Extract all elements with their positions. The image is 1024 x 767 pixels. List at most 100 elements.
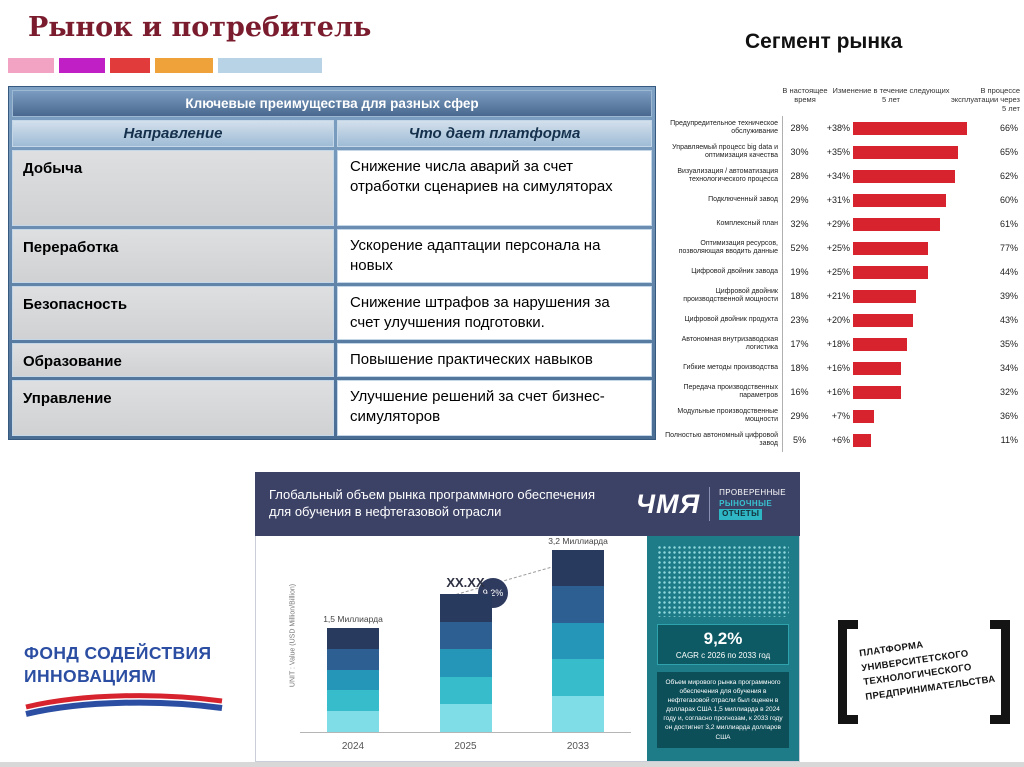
segment-future-value: 44% (999, 267, 1018, 277)
benefit-cell: Снижение штрафов за нарушения за счет ул… (337, 286, 652, 340)
y-axis-label: UNIT : Value (USD Million/Billion) (289, 583, 297, 688)
segment-bar (853, 361, 901, 375)
bar-segment (439, 621, 492, 650)
segment-change-value: +16% (826, 387, 850, 397)
stacked-bar (439, 594, 492, 732)
segment-future-value: 65% (999, 147, 1018, 157)
stacked-bar (552, 550, 604, 733)
bar-annotation: 3,2 Миллиарда (548, 536, 608, 546)
segment-bar-zone: +25% (816, 265, 966, 279)
logo-caption-line: рыночные (719, 498, 773, 508)
vmr-logo: ЧМЯ проверенные рыночные отчеты (636, 487, 786, 521)
logo-divider (709, 487, 711, 521)
color-strip (59, 58, 105, 73)
segment-now-value: 5% (782, 428, 816, 452)
bar-annotation: 1,5 Миллиарда (323, 614, 383, 624)
benefits-row: Переработка Ускорение адаптации персонала… (12, 229, 652, 283)
color-strip (218, 58, 322, 73)
segment-bar (853, 409, 874, 423)
segment-bar (853, 121, 967, 135)
segment-bar-zone: +20% (816, 313, 966, 327)
segment-future-value: 39% (999, 291, 1018, 301)
bar-segment (552, 659, 604, 696)
segment-label: Визуализация / автоматизация технологиче… (677, 167, 778, 183)
benefit-cell: Улучшение решений за счет бизнес-симулят… (337, 380, 652, 436)
segment-bar-zone: +31% (816, 193, 966, 207)
year-label: 2025 (454, 741, 477, 752)
segment-label: Оптимизация ресурсов, позволяющая вводит… (678, 239, 778, 255)
fond-logo: ФОНД СОДЕЙСТВИЯ ИННОВАЦИЯМ (24, 642, 244, 723)
bar-segment (327, 711, 379, 732)
segment-bar-zone: +21% (816, 289, 966, 303)
segment-change-value: +20% (826, 315, 850, 325)
segment-row: Комплексный план 32% +29% 61% (658, 212, 1020, 236)
direction-cell: Образование (12, 343, 334, 377)
segment-now-value: 32% (782, 212, 816, 236)
bar-segment (439, 704, 492, 732)
segment-change-value: +7% (831, 411, 850, 421)
segment-change-value: +21% (826, 291, 850, 301)
benefits-row: Добыча Снижение числа аварий за счет отра… (12, 150, 652, 226)
benefit-cell: Снижение числа аварий за счет отработки … (337, 150, 652, 226)
segment-label: Комплексный план (716, 219, 778, 227)
market-panel-title: Глобальный объем рынка программного обес… (269, 487, 595, 519)
segment-bar (853, 337, 907, 351)
segment-label: Подключенный завод (708, 195, 778, 203)
segment-bar (853, 241, 928, 255)
segment-now-value: 28% (782, 164, 816, 188)
market-bar-group: 1,5 Миллиарда 2024 (318, 614, 388, 752)
segment-label: Передача производственных параметров (683, 383, 778, 399)
logo-caption-line: отчеты (719, 509, 763, 520)
segment-now-value: 18% (782, 356, 816, 380)
segment-future-value: 66% (999, 123, 1018, 133)
platform-logo: ПЛАТФОРМА УНИВЕРСИТЕТСКОГО ТЕХНОЛОГИЧЕСК… (838, 612, 1010, 744)
segment-label: Автономная внутризаводская логистика (681, 335, 778, 351)
benefits-row: Управление Улучшение решений за счет бизн… (12, 380, 652, 436)
stacked-bar (327, 628, 379, 732)
segment-change-value: +16% (826, 363, 850, 373)
segment-label: Цифровой двойник производственной мощнос… (683, 287, 778, 303)
segment-change-value: +31% (826, 195, 850, 205)
segment-chart-headers: В настоящее время Изменение в течение сл… (658, 86, 1020, 116)
segment-now-value: 17% (782, 332, 816, 356)
segment-now-value: 29% (782, 188, 816, 212)
segment-bar (853, 145, 958, 159)
segment-bar-zone: +6% (816, 433, 966, 447)
segment-bar (853, 193, 946, 207)
bracket-left-icon (838, 620, 858, 724)
segment-change-value: +38% (826, 123, 850, 133)
direction-cell: Переработка (12, 229, 334, 283)
page-title: Рынок и потребитель (28, 12, 372, 43)
segment-row: Оптимизация ресурсов, позволяющая вводит… (658, 236, 1020, 260)
segment-future-value: 11% (1000, 435, 1018, 445)
segment-change-value: +35% (826, 147, 850, 157)
segment-chart-rows: Предупредительное техническое обслуживан… (658, 116, 1020, 452)
segment-bar (853, 217, 940, 231)
segment-future-value: 77% (999, 243, 1018, 253)
segment-bar-zone: +18% (816, 337, 966, 351)
segment-now-value: 19% (782, 260, 816, 284)
segment-bar (853, 169, 955, 183)
bar-segment (439, 676, 492, 705)
benefits-row: Образование Повышение практических навыко… (12, 343, 652, 377)
segment-label: Гибкие методы производства (683, 363, 778, 371)
world-map-dots (657, 545, 789, 617)
segment-future-value: 34% (999, 363, 1018, 373)
segment-row: Предупредительное техническое обслуживан… (658, 116, 1020, 140)
segment-now-value: 23% (782, 308, 816, 332)
segment-bar-zone: +38% (816, 121, 967, 135)
bar-segment (552, 550, 604, 587)
benefits-row: Безопасность Снижение штрафов за нарушени… (12, 286, 652, 340)
bar-segment (552, 586, 604, 623)
market-segment-chart: В настоящее время Изменение в течение сл… (658, 86, 1020, 452)
vmr-logo-mark: ЧМЯ (635, 488, 701, 519)
fond-swoosh (25, 692, 223, 717)
segment-bar-zone: +16% (816, 361, 966, 375)
vmr-logo-caption: проверенные рыночные отчеты (719, 488, 786, 520)
segment-bar-zone: +7% (816, 409, 966, 423)
direction-cell: Безопасность (12, 286, 334, 340)
bar-segment (552, 622, 604, 660)
color-strip (155, 58, 213, 73)
benefits-table: Ключевые преимущества для разных сфер На… (8, 86, 656, 440)
